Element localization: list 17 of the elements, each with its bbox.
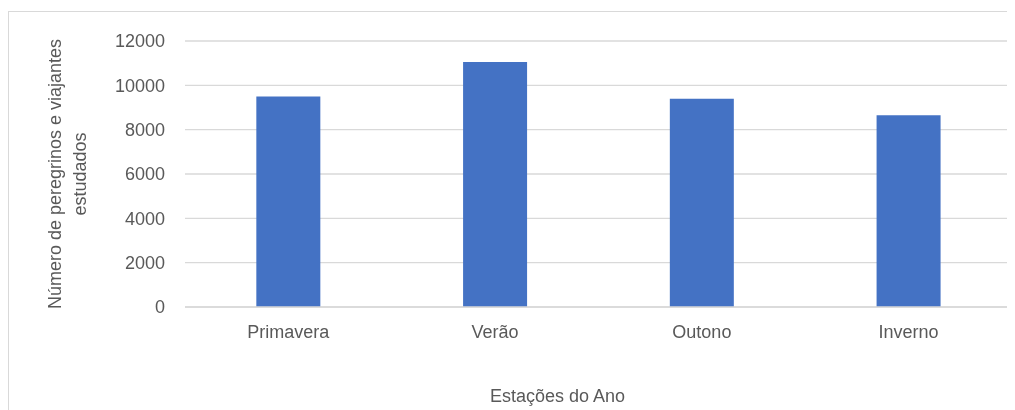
- x-tick-label: Primavera: [247, 321, 331, 342]
- x-tick-label: Inverno: [878, 321, 939, 342]
- bar: [669, 98, 734, 307]
- y-tick-label: 12000: [114, 31, 165, 52]
- x-tick-label: Outono: [672, 321, 732, 342]
- bar: [463, 62, 528, 307]
- y-tick-label: 8000: [124, 120, 165, 141]
- y-tick-label: 4000: [124, 208, 165, 229]
- bar: [876, 115, 941, 307]
- y-tick-label: 10000: [114, 75, 165, 96]
- x-axis-title: Estações do Ano: [489, 386, 626, 406]
- y-tick-label: 2000: [124, 253, 165, 274]
- y-axis-title: Número de peregrinos e viajantes estudados: [44, 38, 90, 310]
- bar: [256, 96, 321, 307]
- x-tick-label: Verão: [471, 321, 519, 342]
- y-tick-label: 6000: [124, 164, 165, 185]
- y-tick-label: 0: [154, 297, 165, 318]
